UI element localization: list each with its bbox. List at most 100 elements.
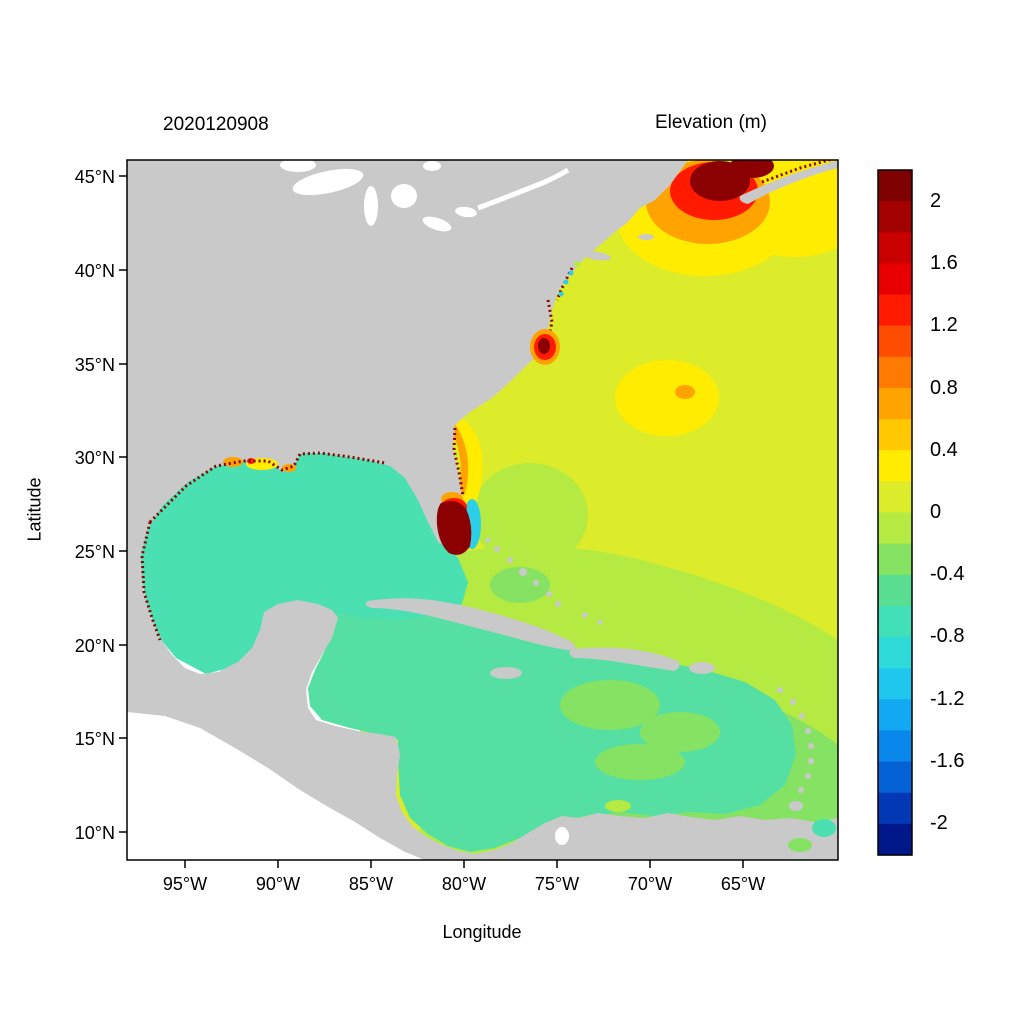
lesser-antilles-land [808,743,814,749]
bahamas-land [494,546,500,552]
colorbar-segment [878,387,912,420]
long-island-land [583,251,611,261]
bahamas-land [533,580,539,586]
caribbean-green-patch [560,680,660,730]
y-tick-label-35n: 35°N [74,355,115,375]
x-tick-label-80w: 80°W [441,874,487,894]
cuba-land [365,598,576,651]
colorbar-frame [877,169,913,856]
bahamas-land [519,568,527,576]
y-tick-label-20n: 20°N [74,636,115,656]
colorbar-tick-label: -2 [930,811,948,834]
y-tick-label-25n: 25°N [74,542,115,562]
puerto-rico-land [689,662,715,674]
great-lakes [280,160,569,845]
colorbar-segment [878,419,912,451]
southeast-coast-orange-band [448,420,469,496]
colorbar-segment [878,668,912,700]
lesser-antilles-land [805,728,811,734]
colorbar-segment [878,792,912,825]
x-tick-label-90w: 90°W [255,874,301,894]
gulf-of-mexico-water [139,452,468,674]
colorbar-segment [878,761,912,794]
colorbar-segment [878,574,912,607]
colorbar [878,170,912,856]
colorbar-segment [878,356,912,389]
colorbar-segment [878,294,912,327]
lesser-antilles-land [790,699,796,705]
bahamas-land [555,601,561,607]
lesser-antilles-land [808,758,814,764]
colorbar-segment [878,232,912,265]
florida-dark-red-maximum [436,501,472,555]
colorbar-segment [878,201,912,233]
mid-atlantic-orange-core [675,385,695,399]
y-tick-label-15n: 15°N [74,729,115,749]
y-tick-label-40n: 40°N [74,261,115,281]
cape-cod-land [638,234,654,240]
hatteras-dark-red-core [538,338,550,354]
colorbar-tick-label: 1.6 [930,252,958,275]
lesser-antilles-land [798,787,804,793]
bahamas-green-patch [472,463,588,567]
colorbar-segment [878,450,912,482]
turks-caicos-land [582,612,588,618]
turks-caicos-land [597,619,603,625]
mid-atlantic-green-speck [574,261,580,267]
x-tick-label-85w: 85°W [348,874,394,894]
colorbar-tick-label: 2 [930,190,942,212]
lesser-antilles-land [805,773,811,779]
bahamas-land [507,557,513,563]
bahamas-land [546,591,552,597]
pacific-no-data [127,712,425,860]
x-axis-label: Longitude [442,922,522,942]
colorbar-segment [878,730,912,763]
venezuela-green-patch [605,800,631,812]
colorbar-tick-label: -1.2 [930,687,965,710]
y-axis-label: Latitude [24,477,45,542]
trinidad-land [789,801,803,811]
colorbar-tick-label: 0.4 [930,438,958,461]
orinoco-green-patch [788,838,812,852]
lesser-antilles-land [799,713,805,719]
mainland-land [127,160,838,860]
axis-ticks [119,175,744,868]
bay-of-fundy-dark-red [730,160,774,178]
colorbar-tick-label: -0.8 [930,625,965,648]
colorbar-segment [878,512,912,545]
bahamas-deep-green-patch [490,567,550,603]
louisiana-orange-patch [223,457,243,467]
x-tick-label-65w: 65°W [720,874,766,894]
y-tick-label-10n: 10°N [74,823,115,843]
x-tick-label-95w: 95°W [162,874,208,894]
caribbean-green-patch [640,712,720,752]
colorbar-tick-label: 0.8 [930,376,958,399]
caribbean-islands [365,537,814,811]
colorbar-segment [878,325,912,358]
y-tick-label-30n: 30°N [74,448,115,468]
colorbar-tick-label: 1.2 [930,314,958,337]
jamaica-land [490,667,522,679]
x-tick-label-70w: 70°W [627,874,673,894]
map-plot-area [127,160,838,860]
colorbar-title: Elevation (m) [655,112,767,133]
st-lawrence-river [477,167,570,211]
colorbar-segment [878,823,912,856]
timestamp-title: 2020120908 [163,114,269,135]
colorbar-tick-label: -1.6 [930,749,965,772]
colorbar-segment [878,481,912,514]
bahamas-land [485,537,491,543]
mid-atlantic-yellow-patch [615,360,719,436]
x-tick-label-75w: 75°W [534,874,580,894]
colorbar-segment [878,170,912,202]
colorbar-segment [878,263,912,296]
plot-frame [126,159,839,861]
caribbean-green-patch [595,744,685,780]
colorbar-tick-label: 0 [930,500,942,523]
louisiana-orange-patch [282,464,296,472]
mid-atlantic-coast-specks [558,270,574,297]
colorbar-segment [878,543,912,576]
nova-scotia-land [739,161,838,204]
colorbar-segment [878,605,912,638]
